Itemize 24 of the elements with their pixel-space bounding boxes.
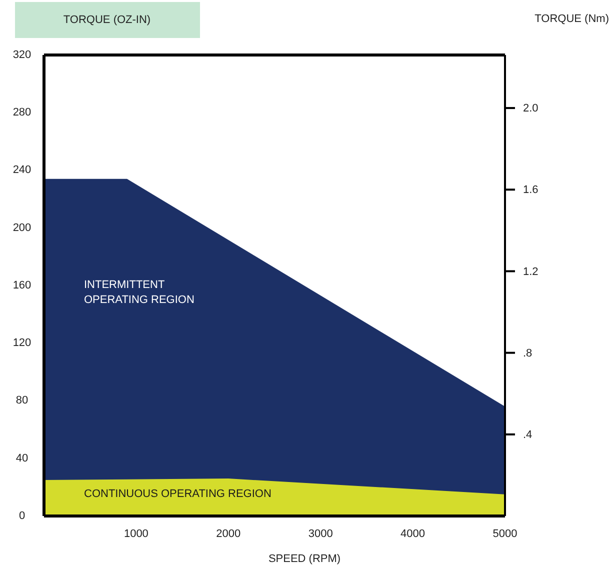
- y-tick-label: 320: [12, 48, 32, 61]
- y-tick-label: 0: [18, 510, 26, 522]
- x-tick-label: 4000: [400, 528, 426, 540]
- y-tick-label: 120: [12, 337, 32, 350]
- annotation: INTERMITTENT OPERATING REGION: [84, 279, 194, 306]
- y-tick-label: 280: [12, 106, 32, 119]
- y-tick-label: 80: [16, 394, 28, 407]
- y2-tick-label: 1.6: [523, 184, 538, 196]
- x-tick-label: 2000: [216, 528, 241, 540]
- y2-axis-title: TORQUE (Nm): [534, 12, 609, 25]
- x-tick-label: 3000: [308, 528, 333, 540]
- annotation: CONTINUOUS OPERATING REGION: [84, 488, 272, 500]
- y-tick-label: 160: [12, 279, 32, 292]
- y-tick-label: 200: [12, 222, 32, 234]
- y2-tick-label: 1.2: [523, 266, 538, 278]
- y-axis-title: TORQUE (OZ-IN): [63, 14, 151, 26]
- x-tick-label: 5000: [492, 528, 518, 540]
- y2-tick-label: 2.0: [523, 102, 538, 115]
- y2-tick-label: .4: [523, 428, 532, 441]
- x-tick-label: 1000: [124, 528, 148, 540]
- y2-tick-label: .8: [523, 347, 532, 360]
- y-tick-label: 240: [12, 164, 32, 176]
- x-axis-title: SPEED (RPM): [268, 553, 341, 565]
- y-tick-label: 40: [16, 452, 28, 464]
